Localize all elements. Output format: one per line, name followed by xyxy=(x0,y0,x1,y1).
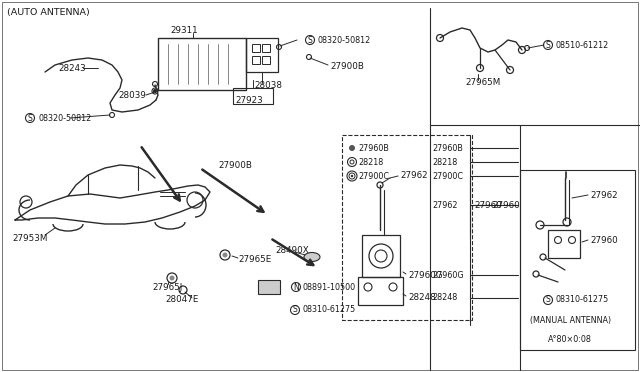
Circle shape xyxy=(305,35,314,45)
Text: 08320-50812: 08320-50812 xyxy=(38,113,92,122)
Text: 27960: 27960 xyxy=(474,201,502,209)
Text: 27960B: 27960B xyxy=(432,144,463,153)
Text: 27962: 27962 xyxy=(590,190,618,199)
Text: 27960G: 27960G xyxy=(408,270,442,279)
Circle shape xyxy=(349,145,355,151)
Text: 27900C: 27900C xyxy=(358,171,389,180)
Text: S: S xyxy=(546,41,550,49)
Bar xyxy=(252,44,260,52)
Bar xyxy=(262,56,270,64)
Text: N: N xyxy=(293,282,299,292)
Bar xyxy=(362,235,400,277)
Text: 28218: 28218 xyxy=(432,157,457,167)
Circle shape xyxy=(170,276,175,280)
Circle shape xyxy=(291,282,301,292)
Text: S: S xyxy=(546,295,550,305)
Bar xyxy=(262,44,270,52)
Text: 27960B: 27960B xyxy=(358,144,389,153)
Circle shape xyxy=(223,253,227,257)
Text: 27965J: 27965J xyxy=(152,283,182,292)
Text: 08310-61275: 08310-61275 xyxy=(303,305,356,314)
Circle shape xyxy=(291,305,300,314)
Text: S: S xyxy=(28,113,33,122)
Text: 27923: 27923 xyxy=(235,96,263,105)
Text: 27962: 27962 xyxy=(432,201,458,209)
Text: 28047E: 28047E xyxy=(165,295,198,305)
Bar xyxy=(258,280,280,294)
Text: 28243: 28243 xyxy=(58,64,86,73)
Text: 27962: 27962 xyxy=(400,170,428,180)
Text: S: S xyxy=(308,35,312,45)
Bar xyxy=(520,170,635,350)
Circle shape xyxy=(154,90,157,93)
Text: 08310-61275: 08310-61275 xyxy=(556,295,609,305)
Text: 08891-10500: 08891-10500 xyxy=(303,282,356,292)
Text: 28039: 28039 xyxy=(118,90,146,99)
Circle shape xyxy=(543,41,552,49)
Bar xyxy=(246,38,278,72)
Bar xyxy=(252,56,260,64)
Text: (MANUAL ANTENNA): (MANUAL ANTENNA) xyxy=(530,315,611,324)
Text: 27900C: 27900C xyxy=(432,171,463,180)
Text: 27965M: 27965M xyxy=(465,77,500,87)
Bar xyxy=(358,277,403,305)
Text: 27900B: 27900B xyxy=(218,160,252,170)
Text: (AUTO ANTENNA): (AUTO ANTENNA) xyxy=(7,7,90,16)
Text: S: S xyxy=(292,305,298,314)
Text: 28248: 28248 xyxy=(432,294,457,302)
Bar xyxy=(548,230,580,258)
Text: 27965E: 27965E xyxy=(238,256,271,264)
Text: 28490X: 28490X xyxy=(275,246,308,254)
Bar xyxy=(233,88,273,104)
Text: 27900B: 27900B xyxy=(330,61,364,71)
Circle shape xyxy=(26,113,35,122)
Ellipse shape xyxy=(304,253,320,262)
Text: 08510-61212: 08510-61212 xyxy=(556,41,609,49)
Text: 08320-50812: 08320-50812 xyxy=(318,35,371,45)
Text: 28038: 28038 xyxy=(254,80,282,90)
Text: 28248: 28248 xyxy=(408,294,436,302)
Text: 29311: 29311 xyxy=(170,26,198,35)
Circle shape xyxy=(543,295,552,305)
Bar xyxy=(342,135,472,320)
Text: 28218: 28218 xyxy=(358,157,383,167)
Bar xyxy=(158,38,246,90)
Text: 27960G: 27960G xyxy=(432,270,463,279)
Text: 27960: 27960 xyxy=(590,235,618,244)
Text: A°80×0:08: A°80×0:08 xyxy=(548,336,592,344)
Text: 27953M: 27953M xyxy=(12,234,47,243)
Text: 27960: 27960 xyxy=(492,201,520,209)
Circle shape xyxy=(351,175,353,177)
